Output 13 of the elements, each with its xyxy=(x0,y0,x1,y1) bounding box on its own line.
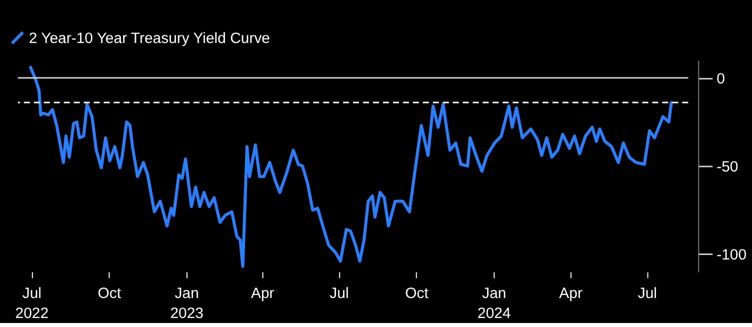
y-tick-label: -100 xyxy=(716,246,747,264)
x-tick-label: Jan 2023 xyxy=(170,285,204,322)
x-tick-label: Apr xyxy=(559,285,582,302)
y-tick-label: -50 xyxy=(716,158,738,176)
x-tick-label: Jul xyxy=(638,285,657,302)
x-tick-label: Oct xyxy=(405,285,430,302)
x-tick-label: Jul 2022 xyxy=(15,285,49,322)
y-tick-label: 0 xyxy=(716,70,725,88)
x-tick-label: Jan 2024 xyxy=(478,285,511,322)
legend-label: 2 Year-10 Year Treasury Yield Curve xyxy=(28,30,270,47)
x-tick-label: Jul xyxy=(330,285,349,302)
x-tick-label: Apr xyxy=(250,285,274,302)
x-tick-label: Oct xyxy=(98,285,122,302)
